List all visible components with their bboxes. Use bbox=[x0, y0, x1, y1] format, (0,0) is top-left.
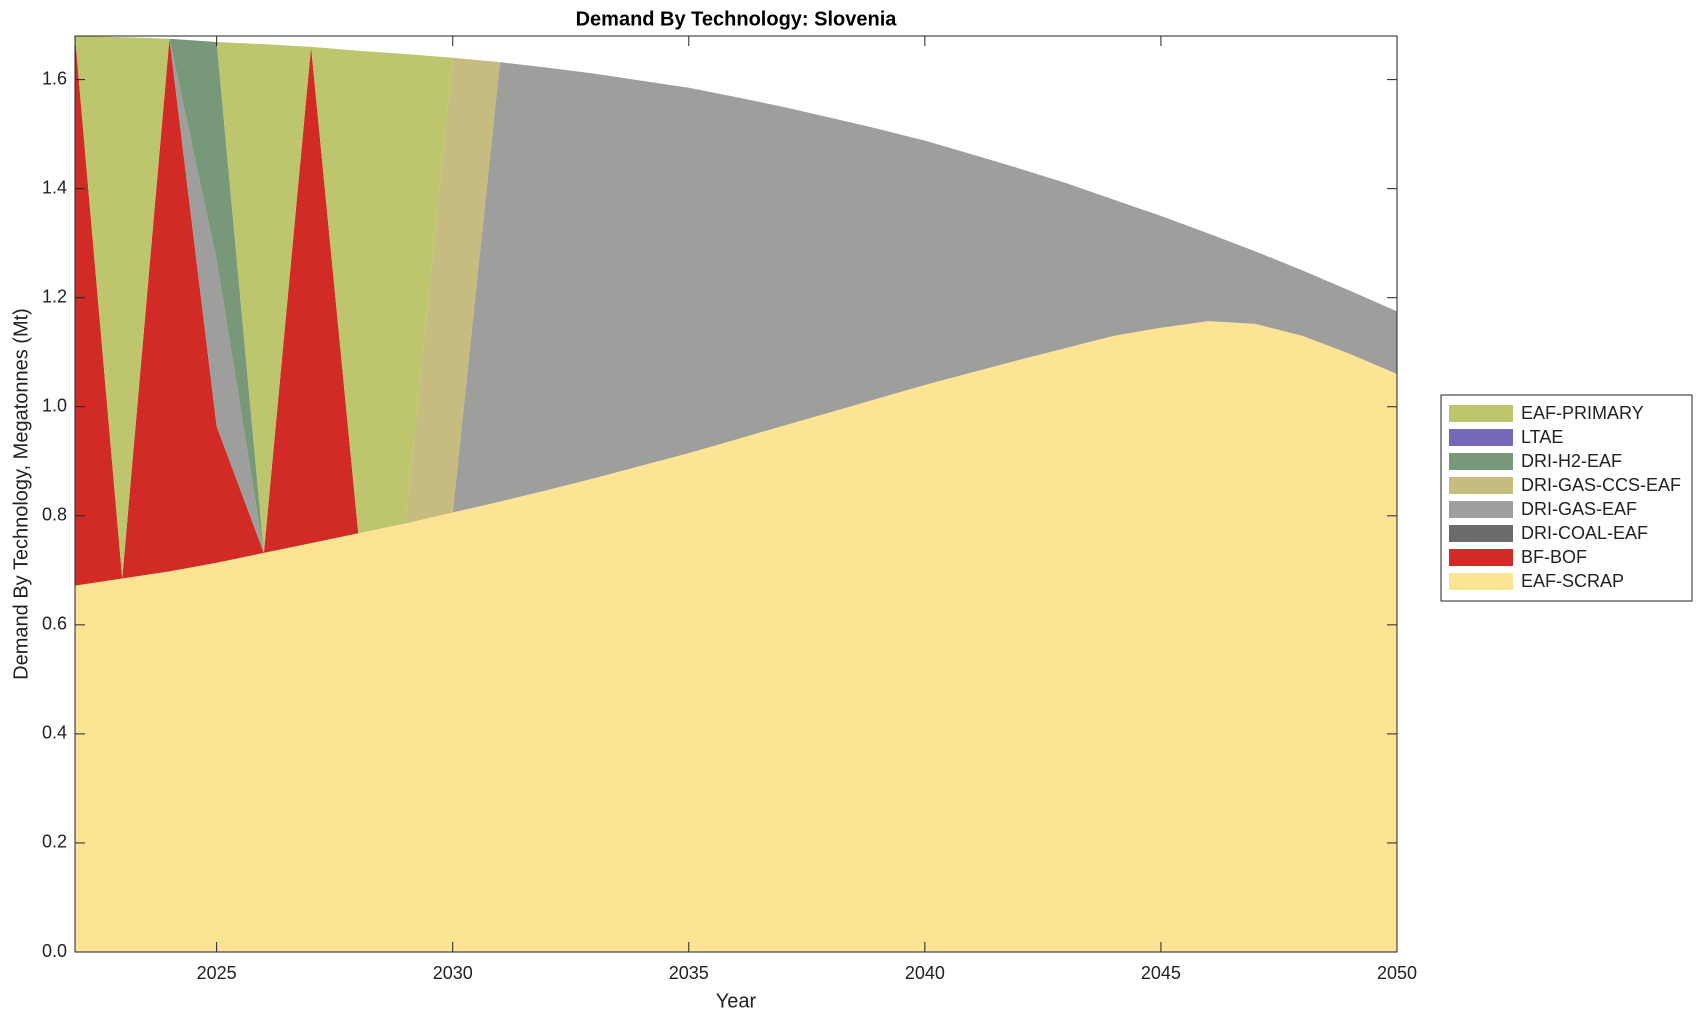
plot-frame bbox=[74, 35, 1398, 953]
x-tick-label: 2045 bbox=[1141, 963, 1181, 983]
legend-label: DRI-COAL-EAF bbox=[1521, 523, 1648, 543]
y-tick-label: 1.2 bbox=[42, 286, 67, 306]
area bbox=[75, 36, 1397, 586]
legend-label: DRI-H2-EAF bbox=[1521, 451, 1622, 471]
legend-swatch bbox=[1449, 477, 1513, 494]
area bbox=[75, 36, 1397, 579]
legend-swatch bbox=[1449, 453, 1513, 470]
y-tick-label: 1.0 bbox=[42, 396, 67, 416]
y-tick-label: 0.6 bbox=[42, 614, 67, 634]
legend-label: DRI-GAS-EAF bbox=[1521, 499, 1637, 519]
legend-swatch bbox=[1449, 405, 1513, 422]
x-tick-label: 2040 bbox=[905, 963, 945, 983]
y-axis-label: Demand By Technology, Megatonnes (Mt) bbox=[10, 308, 32, 680]
legend-swatch bbox=[1449, 429, 1513, 446]
y-tick-label: 0.4 bbox=[42, 723, 67, 743]
area bbox=[75, 321, 1397, 952]
legend-label: EAF-PRIMARY bbox=[1521, 403, 1644, 423]
legend-swatch bbox=[1449, 549, 1513, 566]
area bbox=[75, 36, 1397, 579]
legend-swatch bbox=[1449, 573, 1513, 590]
y-tick-label: 0.0 bbox=[42, 941, 67, 961]
x-tick-label: 2025 bbox=[197, 963, 237, 983]
y-tick-label: 1.6 bbox=[42, 68, 67, 88]
y-tick-label: 0.8 bbox=[42, 505, 67, 525]
x-tick-label: 2050 bbox=[1377, 963, 1417, 983]
x-tick-label: 2030 bbox=[433, 963, 473, 983]
legend-label: EAF-SCRAP bbox=[1521, 571, 1624, 591]
legend-label: BF-BOF bbox=[1521, 547, 1587, 567]
y-tick-label: 0.2 bbox=[42, 832, 67, 852]
x-axis-label: Year bbox=[716, 990, 757, 1012]
chart-title: Demand By Technology: Slovenia bbox=[576, 8, 898, 30]
y-tick-label: 1.4 bbox=[42, 177, 67, 197]
legend-swatch bbox=[1449, 501, 1513, 518]
legend-swatch bbox=[1449, 525, 1513, 542]
legend-label: DRI-GAS-CCS-EAF bbox=[1521, 475, 1681, 495]
area bbox=[75, 36, 1397, 579]
legend-label: LTAE bbox=[1521, 427, 1563, 447]
x-tick-label: 2035 bbox=[669, 963, 709, 983]
